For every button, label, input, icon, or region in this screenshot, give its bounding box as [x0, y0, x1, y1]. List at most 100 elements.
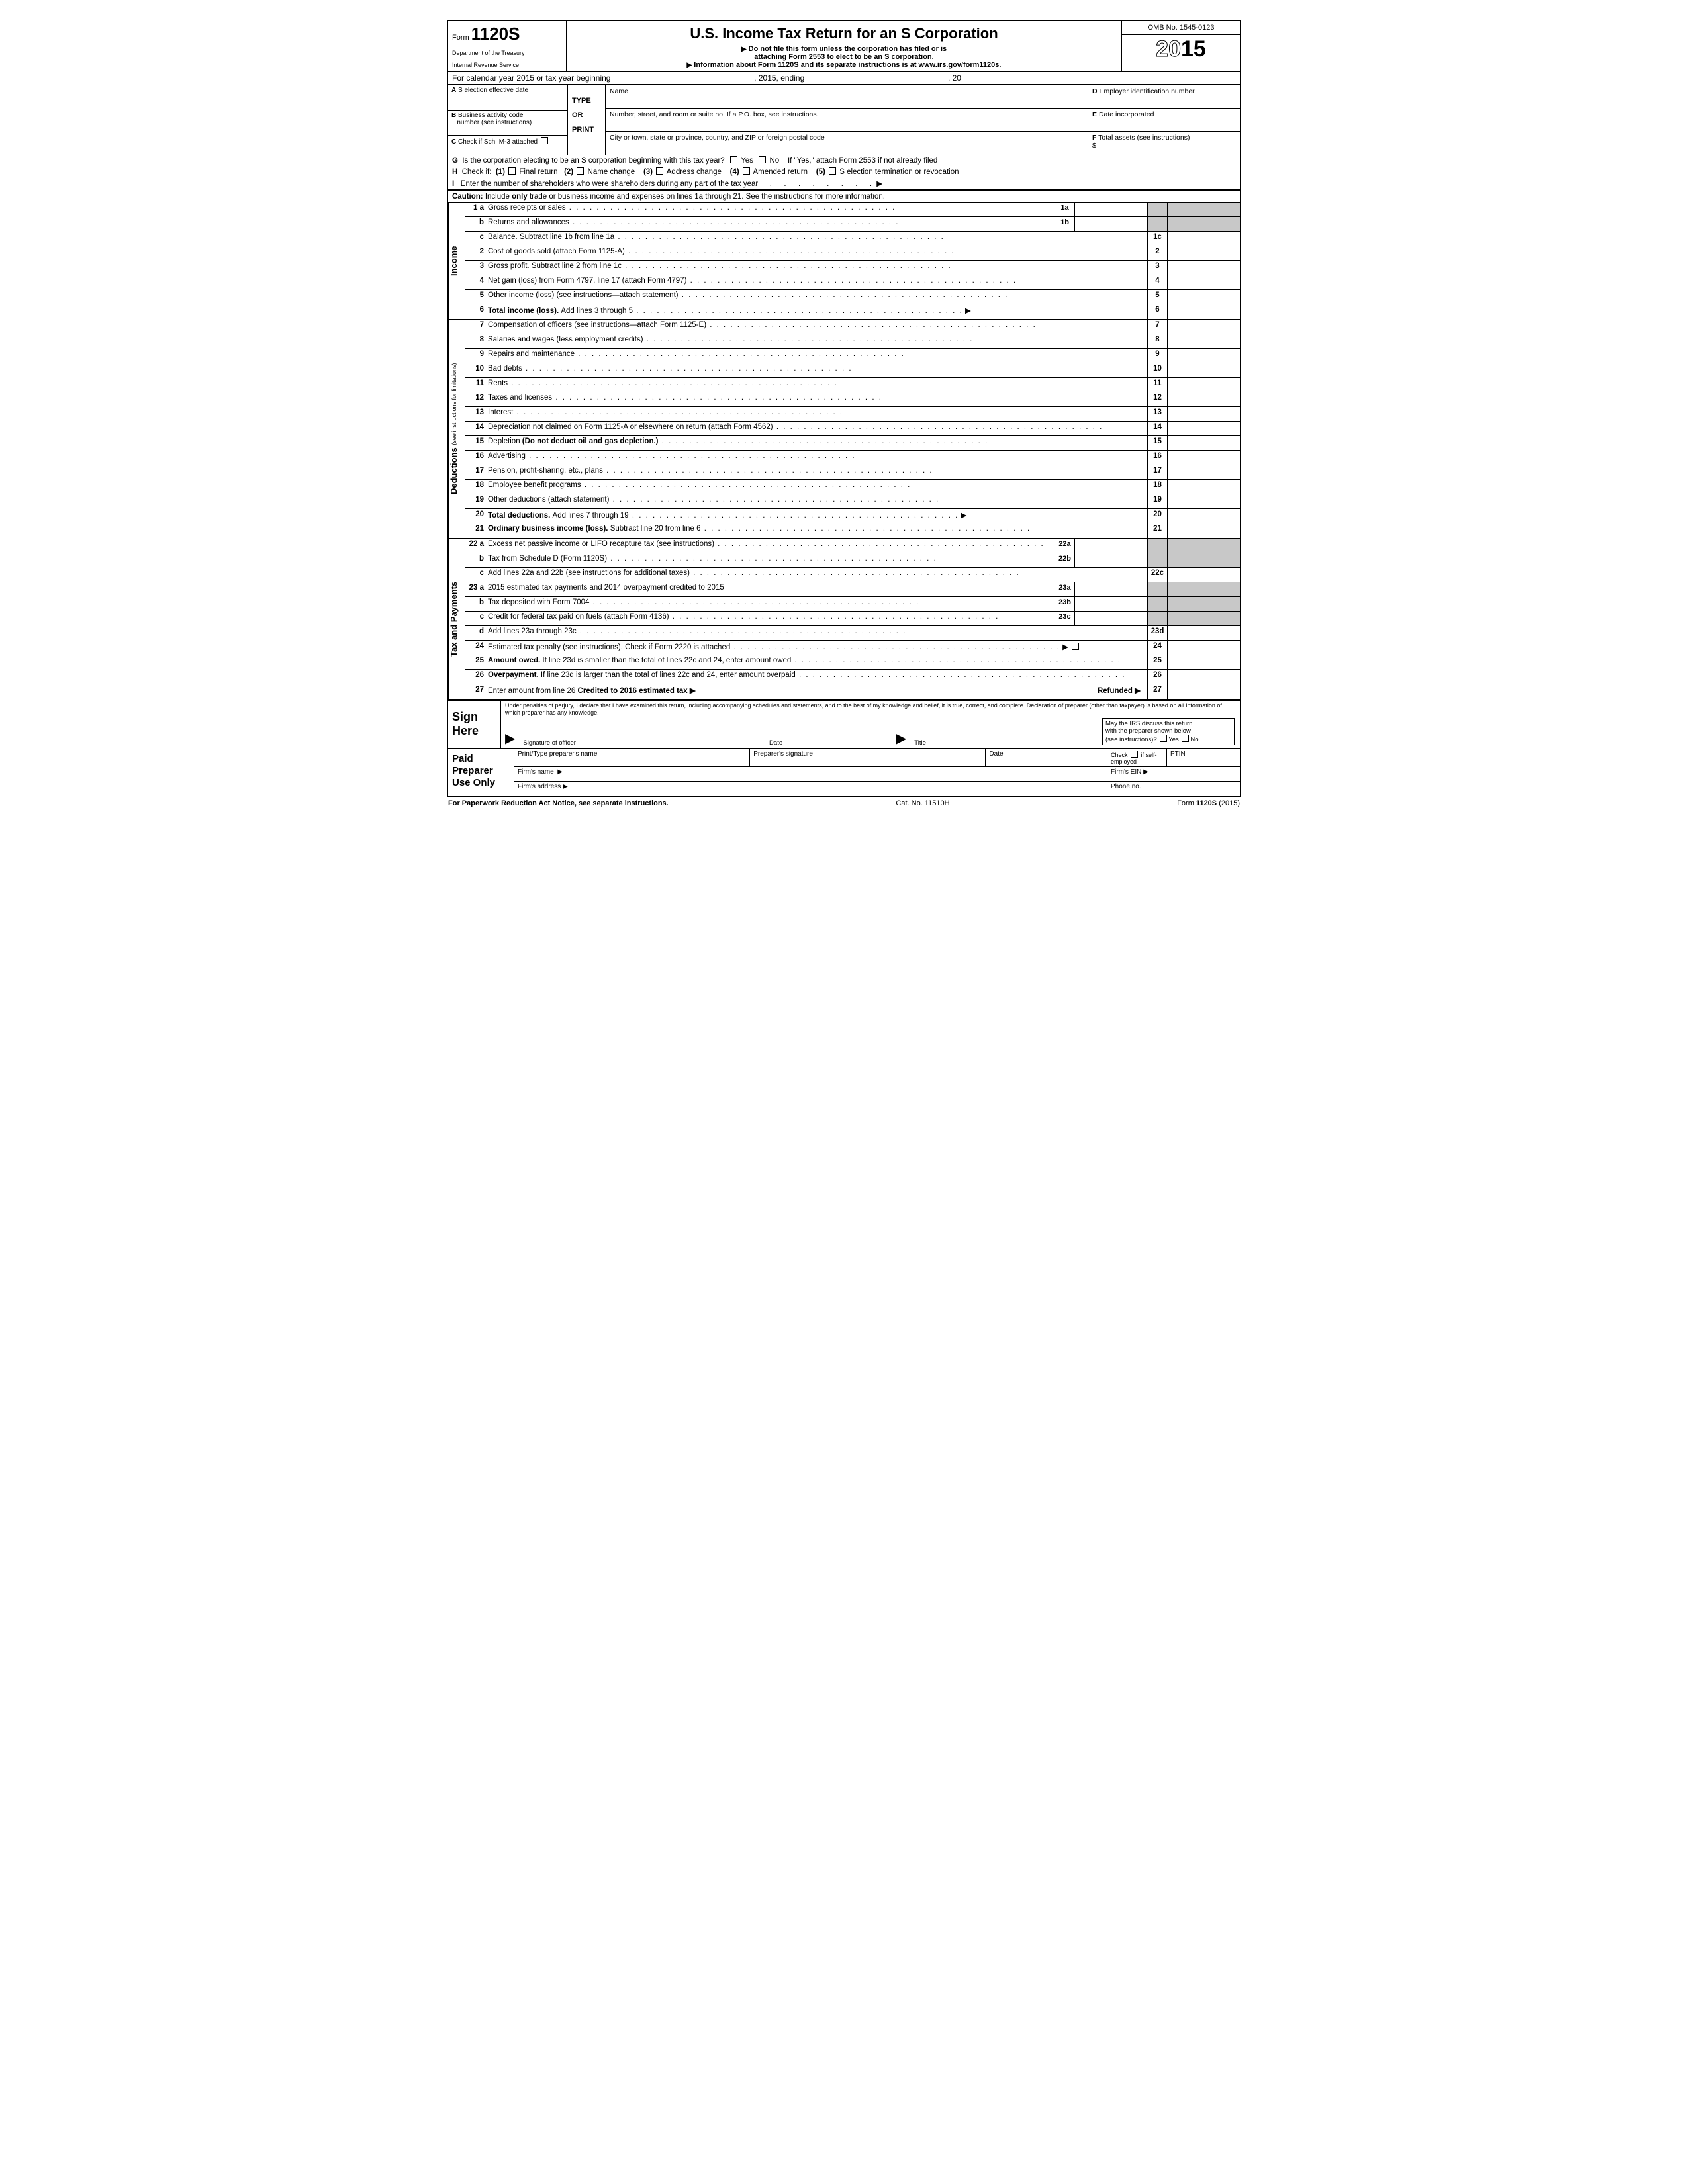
line-2-text: Cost of goods sold (attach Form 1125-A)	[488, 248, 625, 255]
field-b-label2: number (see instructions)	[457, 119, 532, 126]
preparer-sig-label[interactable]: Preparer's signature	[750, 749, 986, 766]
form-title: U.S. Income Tax Return for an S Corporat…	[571, 25, 1117, 42]
line-20-amount[interactable]	[1167, 509, 1240, 523]
line-1c-text: Balance. Subtract line 1b from line 1a	[488, 233, 614, 241]
line-19-amount[interactable]	[1167, 494, 1240, 508]
line-13-text: Interest	[488, 408, 513, 416]
line-1b-amount[interactable]	[1074, 217, 1147, 231]
line-22a-text: Excess net passive income or LIFO recapt…	[488, 540, 714, 548]
line-27-text: Enter amount from line 26	[488, 687, 578, 695]
line-23d-amount[interactable]	[1167, 626, 1240, 640]
year-prefix: 20	[1156, 36, 1181, 62]
h1-label: Final return	[519, 168, 557, 176]
line-18-amount[interactable]	[1167, 480, 1240, 494]
line-14-amount[interactable]	[1167, 422, 1240, 435]
line-5-amount[interactable]	[1167, 290, 1240, 304]
irs-text2: with the preparer shown below	[1105, 727, 1191, 735]
phone-label: Phone no.	[1107, 782, 1240, 796]
line-1b-text: Returns and allowances	[488, 218, 569, 226]
line-9-amount[interactable]	[1167, 349, 1240, 363]
sig-officer-label: Signature of officer	[523, 739, 761, 747]
irs-no-checkbox[interactable]	[1182, 735, 1189, 742]
h1-checkbox[interactable]	[508, 167, 516, 175]
line-15-amount[interactable]	[1167, 436, 1240, 450]
h5-label: S election termination or revocation	[839, 168, 959, 176]
g-no-checkbox[interactable]	[759, 156, 766, 163]
line-1a-text: Gross receipts or sales	[488, 204, 566, 212]
line-22b-amount[interactable]	[1074, 553, 1147, 567]
line-2-amount[interactable]	[1167, 246, 1240, 260]
h4-checkbox[interactable]	[743, 167, 750, 175]
line-16-amount[interactable]	[1167, 451, 1240, 465]
form-word: Form	[452, 34, 469, 42]
line-25-amount[interactable]	[1167, 655, 1240, 669]
line-6-amount[interactable]	[1167, 304, 1240, 319]
deductions-label: Deductions (see instructions for limitat…	[448, 320, 465, 538]
line-23a-amount[interactable]	[1074, 582, 1147, 596]
line-10-amount[interactable]	[1167, 363, 1240, 377]
line-7-amount[interactable]	[1167, 320, 1240, 334]
omb-number: OMB No. 1545-0123	[1122, 21, 1240, 35]
sign-date-field[interactable]	[769, 725, 888, 739]
line-6-bold: Total income (loss).	[488, 307, 561, 315]
line-21-amount[interactable]	[1167, 523, 1240, 538]
footer-mid: Cat. No. 11510H	[896, 799, 949, 807]
line-22c-amount[interactable]	[1167, 568, 1240, 582]
line-19-text: Other deductions (attach statement)	[488, 496, 609, 504]
preparer-name-label[interactable]: Print/Type preparer's name	[514, 749, 750, 766]
irs-yes-checkbox[interactable]	[1160, 735, 1167, 742]
sch-m3-checkbox[interactable]	[541, 137, 548, 144]
line-12-amount[interactable]	[1167, 392, 1240, 406]
header-right: OMB No. 1545-0123 2015	[1121, 21, 1240, 71]
h3-checkbox[interactable]	[656, 167, 663, 175]
line-1a-amount[interactable]	[1074, 203, 1147, 216]
line-4-amount[interactable]	[1167, 275, 1240, 289]
line-7-text: Compensation of officers (see instructio…	[488, 321, 706, 329]
irs-text1: May the IRS discuss this return	[1105, 720, 1192, 727]
line-11-amount[interactable]	[1167, 378, 1240, 392]
officer-signature-field[interactable]	[523, 725, 761, 739]
line-16-text: Advertising	[488, 452, 526, 460]
preparer-date-label[interactable]: Date	[986, 749, 1107, 766]
line-23d-text: Add lines 23a through 23c	[488, 627, 577, 635]
self-employed-checkbox[interactable]	[1131, 751, 1138, 758]
line-22c-text: Add lines 22a and 22b (see instructions …	[488, 569, 690, 577]
line-23c-amount[interactable]	[1074, 612, 1147, 625]
income-section: Income 1 aGross receipts or sales1a bRet…	[447, 203, 1241, 320]
g-yes-label: Yes	[741, 157, 753, 165]
sign-title-label: Title	[914, 739, 1093, 747]
cal-text2: , 2015, ending	[754, 73, 804, 83]
line-13-amount[interactable]	[1167, 407, 1240, 421]
line-23b-amount[interactable]	[1074, 597, 1147, 611]
street-field[interactable]: Number, street, and room or suite no. If…	[606, 109, 1088, 132]
line-27-amount[interactable]	[1167, 684, 1240, 699]
line-22a-amount[interactable]	[1074, 539, 1147, 553]
line-8-text: Salaries and wages (less employment cred…	[488, 336, 643, 343]
line-17-amount[interactable]	[1167, 465, 1240, 479]
line-24-amount[interactable]	[1167, 641, 1240, 655]
g-yes-checkbox[interactable]	[730, 156, 737, 163]
subtitle-1: Do not file this form unless the corpora…	[749, 45, 947, 53]
h2-checkbox[interactable]	[577, 167, 584, 175]
line-9-text: Repairs and maintenance	[488, 350, 575, 358]
ptin-label[interactable]: PTIN	[1167, 749, 1240, 766]
line-23c-text: Credit for federal tax paid on fuels (at…	[488, 613, 669, 621]
title-field[interactable]	[914, 725, 1093, 739]
sign-here-block: SignHere Under penalties of perjury, I d…	[447, 700, 1241, 749]
line-1c-amount[interactable]	[1167, 232, 1240, 246]
field-a-label: S election effective date	[458, 87, 528, 94]
h5-checkbox[interactable]	[829, 167, 836, 175]
line-25-text: If line 23d is smaller than the total of…	[542, 657, 791, 664]
line-8-amount[interactable]	[1167, 334, 1240, 348]
header-middle: U.S. Income Tax Return for an S Corporat…	[567, 21, 1121, 71]
deductions-section: Deductions (see instructions for limitat…	[447, 320, 1241, 539]
line-26-amount[interactable]	[1167, 670, 1240, 684]
form-number: 1120S	[471, 24, 520, 44]
line-3-text: Gross profit. Subtract line 2 from line …	[488, 262, 622, 270]
identification-block: A S election effective date B Business a…	[447, 85, 1241, 155]
city-field[interactable]: City or town, state or province, country…	[606, 132, 1088, 155]
form-2220-checkbox[interactable]	[1072, 643, 1079, 650]
name-field[interactable]: Name	[606, 85, 1088, 109]
line-3-amount[interactable]	[1167, 261, 1240, 275]
line-21-bold: Ordinary business income (loss).	[488, 525, 610, 533]
